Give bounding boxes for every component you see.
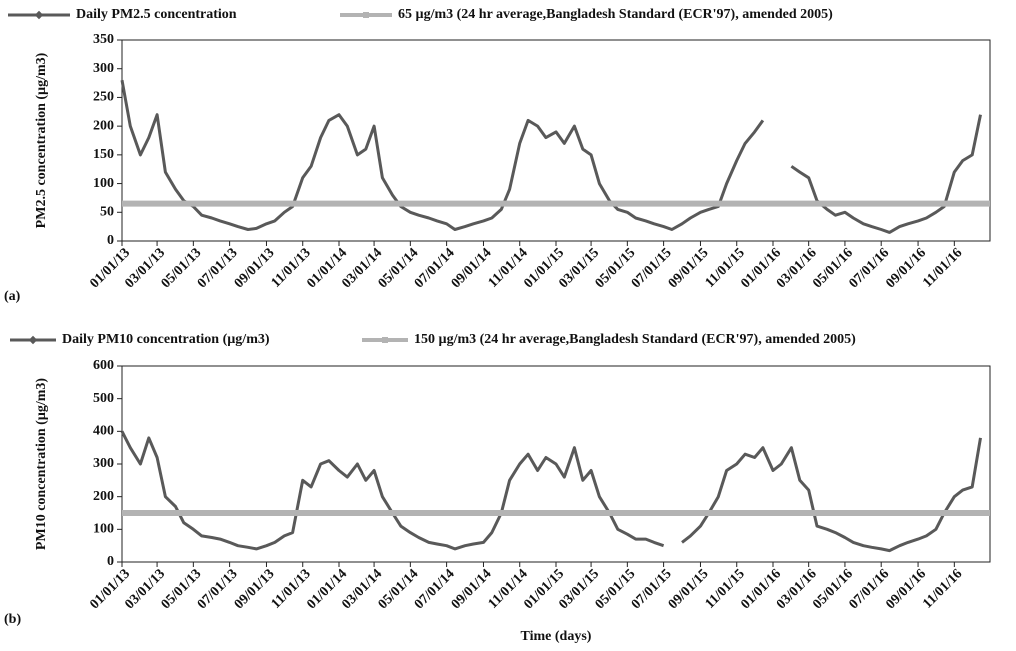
y-axis-label: PM2.5 concentration (µg/m3) [34,52,49,228]
y-axis-label: PM10 concentration (µg/m3) [34,378,49,550]
y-tick-label: 0 [107,233,114,248]
x-tick-label: 09/01/15 [666,245,712,291]
y-tick-label: 300 [93,456,114,471]
y-tick-label: 150 [93,147,114,162]
series-line [120,79,982,234]
y-tick-label: 600 [93,358,114,373]
legend-label: 65 µg/m3 (24 hr average,Bangladesh Stand… [398,7,833,22]
x-tick-label: 09/01/15 [666,566,712,612]
x-tick-label: 07/01/16 [846,245,892,291]
y-tick-label: 100 [93,176,114,191]
legend-marker [382,337,388,343]
x-tick-label: 07/01/13 [195,566,241,612]
x-tick-label: 09/01/16 [883,245,929,291]
legend-label: 150 µg/m3 (24 hr average,Bangladesh Stan… [414,332,856,347]
x-tick-label: 11/01/16 [920,245,965,290]
x-tick-label: 09/01/14 [449,245,495,291]
y-tick-label: 200 [93,489,114,504]
x-tick-label: 09/01/16 [883,566,929,612]
plot-area [121,39,991,242]
y-tick-label: 300 [93,61,114,76]
y-tick-label: 50 [100,205,114,220]
y-tick-label: 200 [93,118,114,133]
x-tick-label: 07/01/15 [629,566,675,612]
x-tick-label: 07/01/15 [629,245,675,291]
y-tick-label: 350 [93,32,114,47]
panel-label: (a) [4,289,21,304]
legend-label: Daily PM10 concentration (µg/m3) [62,332,270,347]
x-tick-label: 11/01/16 [920,566,965,611]
x-axis-label: Time (days) [521,629,592,644]
y-tick-label: 0 [107,554,114,569]
y-tick-label: 400 [93,424,114,439]
x-tick-label: 09/01/13 [232,245,278,291]
legend-marker [28,335,38,345]
x-tick-label: 07/01/14 [412,245,458,291]
x-tick-label: 07/01/14 [412,566,458,612]
x-tick-label: 09/01/14 [449,566,495,612]
legend-marker [34,10,44,20]
x-tick-label: 09/01/13 [232,566,278,612]
series-line [120,430,982,553]
y-tick-label: 500 [93,391,114,406]
legend-marker [363,12,369,18]
x-tick-label: 07/01/13 [195,245,241,291]
y-tick-label: 250 [93,90,114,105]
panel-label: (b) [4,612,21,627]
legend-label: Daily PM2.5 concentration [76,7,237,22]
y-tick-label: 100 [93,522,114,537]
x-tick-label: 07/01/16 [846,566,892,612]
